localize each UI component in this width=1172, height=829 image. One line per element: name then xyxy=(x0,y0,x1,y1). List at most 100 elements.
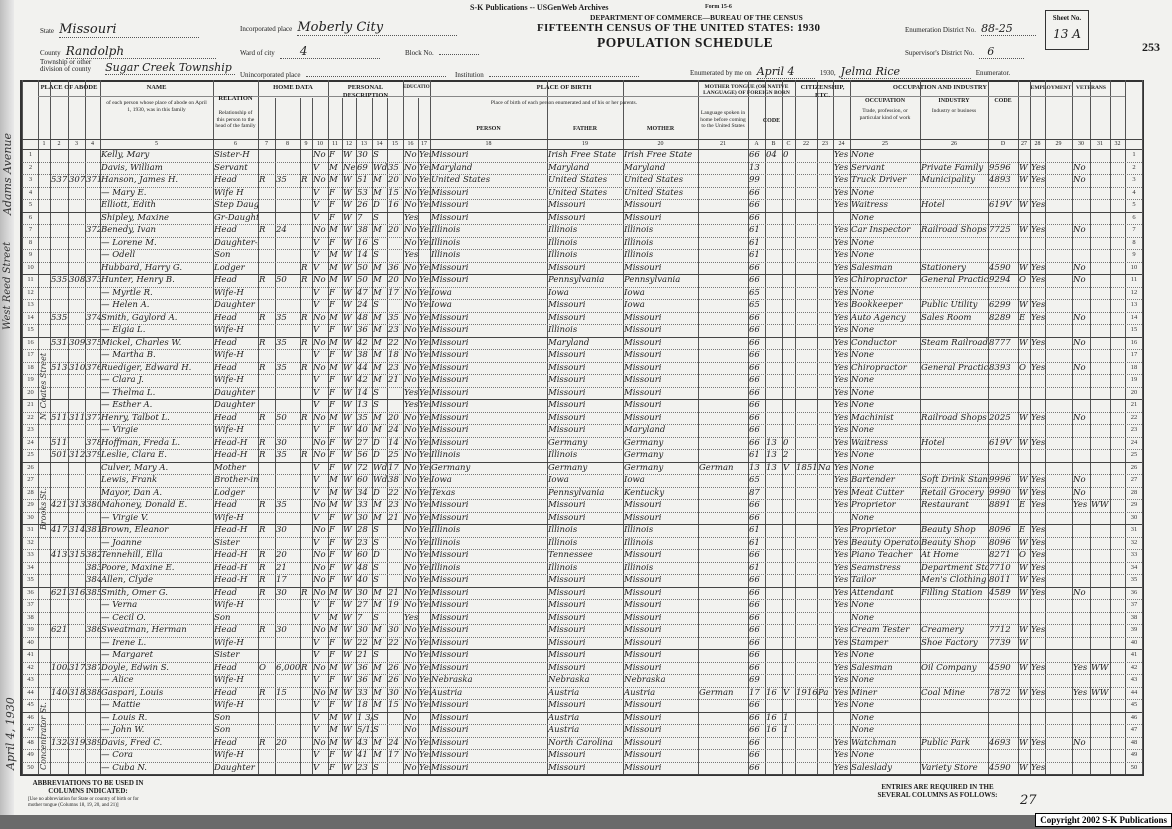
cell-col-25: None xyxy=(851,425,875,435)
column-number: 20 xyxy=(657,141,664,147)
line-number: 13 xyxy=(27,301,34,308)
cell-col-10: No xyxy=(313,150,326,160)
cell-col-D: 9294 xyxy=(989,275,1011,285)
cell-col-14: M xyxy=(373,687,382,698)
line-number-right: 41 xyxy=(1130,651,1138,658)
cell-col-31 xyxy=(1090,387,1110,399)
cell-col-32 xyxy=(1110,624,1125,636)
cell-col-26: General Practice xyxy=(921,275,988,285)
cell-col-28 xyxy=(1030,237,1045,249)
cell-col-25: Servant xyxy=(851,162,885,173)
cell-col-12: W xyxy=(343,200,352,210)
cell-col-1 xyxy=(38,274,50,286)
line-number-right: 33 xyxy=(1130,551,1138,558)
cell-col-7: R xyxy=(259,625,266,635)
cell-col-30 xyxy=(1072,512,1090,524)
cell-col-12: W xyxy=(343,475,352,485)
cell-col-A: 66 xyxy=(749,662,760,673)
cell-col-14: M xyxy=(373,350,382,360)
cell-col-15 xyxy=(387,649,403,661)
cell-col-15 xyxy=(387,724,403,736)
cell-col-18: United States xyxy=(431,175,491,185)
cell-col-D xyxy=(988,749,1018,761)
cell-col-17: Yes xyxy=(419,500,430,510)
cell-col-26 xyxy=(920,674,988,686)
cell-col-11: F xyxy=(329,575,335,585)
cell-col-5: — Irene L. xyxy=(101,637,147,648)
column-number: 3 xyxy=(75,141,78,147)
cell-col-8: 30 xyxy=(276,587,287,598)
cell-col-27: W xyxy=(1019,587,1028,598)
cell-col-8 xyxy=(275,349,300,361)
cell-col-13: 14 xyxy=(357,250,368,260)
cell-col-21 xyxy=(698,549,748,561)
cell-col-14: S xyxy=(373,575,379,585)
cell-col-21 xyxy=(698,274,748,286)
cell-col-22 xyxy=(795,212,817,224)
row-divider xyxy=(22,249,1142,250)
cell-col-30 xyxy=(1072,249,1090,261)
cell-col-6: Son xyxy=(214,712,231,723)
cell-col-21 xyxy=(698,287,748,299)
cell-col-7: R xyxy=(259,525,266,535)
cell-col-A: 66 xyxy=(749,337,760,348)
cell-col-21 xyxy=(698,349,748,361)
cell-col-21 xyxy=(698,324,748,336)
cell-col-12: W xyxy=(343,262,352,273)
cell-col-25: Bookkeeper xyxy=(851,300,903,310)
cell-col-18: Missouri xyxy=(431,337,469,348)
cell-col-17: Yes xyxy=(419,150,430,160)
column-divider xyxy=(328,80,329,774)
cell-col-29 xyxy=(1045,437,1072,449)
cell-col-14: S xyxy=(373,250,379,260)
row-divider xyxy=(22,286,1142,288)
cell-col-13: 40 xyxy=(357,425,368,435)
cell-col-12: W xyxy=(343,312,352,323)
cell-col-5: Smith, Gaylord A. xyxy=(101,312,178,323)
cell-col-5: Mayor, Dan A. xyxy=(101,487,163,498)
cell-col-19: Missouri xyxy=(548,512,586,523)
state-field: State Missouri xyxy=(40,18,200,38)
cell-col-25: None xyxy=(851,250,875,260)
cell-col-C xyxy=(782,374,795,386)
township-label: Township or other division of county xyxy=(40,58,92,73)
cell-col-32 xyxy=(1110,549,1125,561)
cell-col-22 xyxy=(795,649,817,661)
cell-col-B xyxy=(765,262,782,274)
cell-col-5: Shipley, Maxine xyxy=(101,212,170,223)
cell-col-29 xyxy=(1045,749,1072,761)
cell-col-B xyxy=(765,649,782,661)
cell-col-15 xyxy=(387,299,403,311)
cell-col-5: — Mary E. xyxy=(101,187,147,198)
cell-col-27: W xyxy=(1019,162,1028,173)
cell-col-21 xyxy=(698,474,748,486)
cell-col-7 xyxy=(258,474,275,486)
cell-col-14: M xyxy=(373,600,382,610)
cell-col-28: Yes xyxy=(1031,487,1045,498)
cell-col-13: 48 xyxy=(357,312,368,323)
cell-col-31 xyxy=(1090,162,1110,174)
cell-col-32 xyxy=(1110,374,1125,386)
line-number-right: 19 xyxy=(1130,376,1138,383)
cell-col-24: Yes xyxy=(834,500,849,510)
cell-col-1 xyxy=(38,687,50,699)
cell-col-C xyxy=(782,224,795,236)
cell-col-7 xyxy=(258,724,275,736)
group-home-data: HOME DATA xyxy=(273,84,313,91)
margin-note: West Reed Street xyxy=(2,241,13,330)
cell-col-14: S xyxy=(373,525,379,535)
cell-col-22 xyxy=(795,587,817,599)
cell-col-8 xyxy=(275,199,300,211)
county-value: Randolph xyxy=(65,44,216,59)
cell-col-16: No xyxy=(404,287,417,298)
cell-col-A: 66 xyxy=(749,375,760,385)
cell-col-B xyxy=(765,374,782,386)
cell-col-3 xyxy=(68,299,85,311)
cell-col-11: F xyxy=(329,350,335,360)
cell-col-11: F xyxy=(329,675,335,685)
cell-col-20: Illinois xyxy=(624,525,654,535)
cell-col-7 xyxy=(258,599,275,611)
cell-col-20: Missouri xyxy=(624,375,662,385)
cell-col-9 xyxy=(300,437,312,449)
cell-col-8 xyxy=(275,649,300,661)
